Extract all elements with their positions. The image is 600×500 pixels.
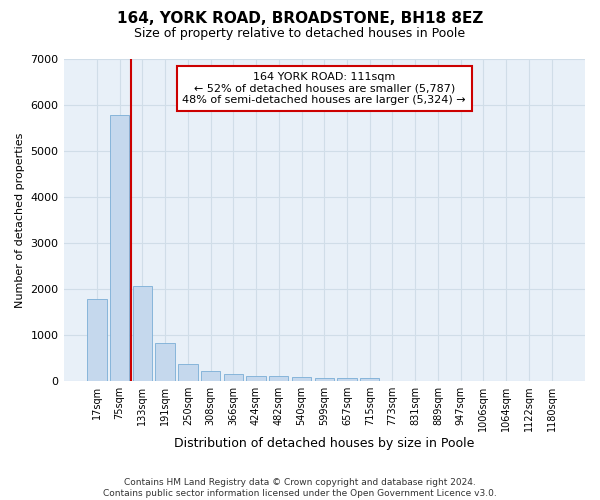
Bar	[87, 299, 107, 381]
Bar	[133, 286, 152, 381]
Bar	[178, 364, 197, 381]
Bar	[337, 378, 356, 381]
Text: 164, YORK ROAD, BROADSTONE, BH18 8EZ: 164, YORK ROAD, BROADSTONE, BH18 8EZ	[117, 11, 483, 26]
Bar	[224, 374, 243, 381]
Bar	[247, 376, 266, 381]
X-axis label: Distribution of detached houses by size in Poole: Distribution of detached houses by size …	[174, 437, 475, 450]
Bar	[201, 371, 220, 381]
Bar	[292, 378, 311, 381]
Text: 164 YORK ROAD: 111sqm
← 52% of detached houses are smaller (5,787)
48% of semi-d: 164 YORK ROAD: 111sqm ← 52% of detached …	[182, 72, 466, 105]
Bar	[269, 376, 289, 381]
Bar	[360, 378, 379, 381]
Bar	[314, 378, 334, 381]
Bar	[110, 114, 130, 381]
Text: Size of property relative to detached houses in Poole: Size of property relative to detached ho…	[134, 28, 466, 40]
Y-axis label: Number of detached properties: Number of detached properties	[15, 132, 25, 308]
Bar	[155, 343, 175, 381]
Text: Contains HM Land Registry data © Crown copyright and database right 2024.
Contai: Contains HM Land Registry data © Crown c…	[103, 478, 497, 498]
